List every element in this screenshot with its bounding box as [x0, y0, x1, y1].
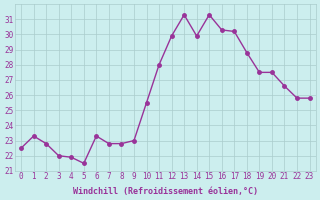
X-axis label: Windchill (Refroidissement éolien,°C): Windchill (Refroidissement éolien,°C)	[73, 187, 258, 196]
